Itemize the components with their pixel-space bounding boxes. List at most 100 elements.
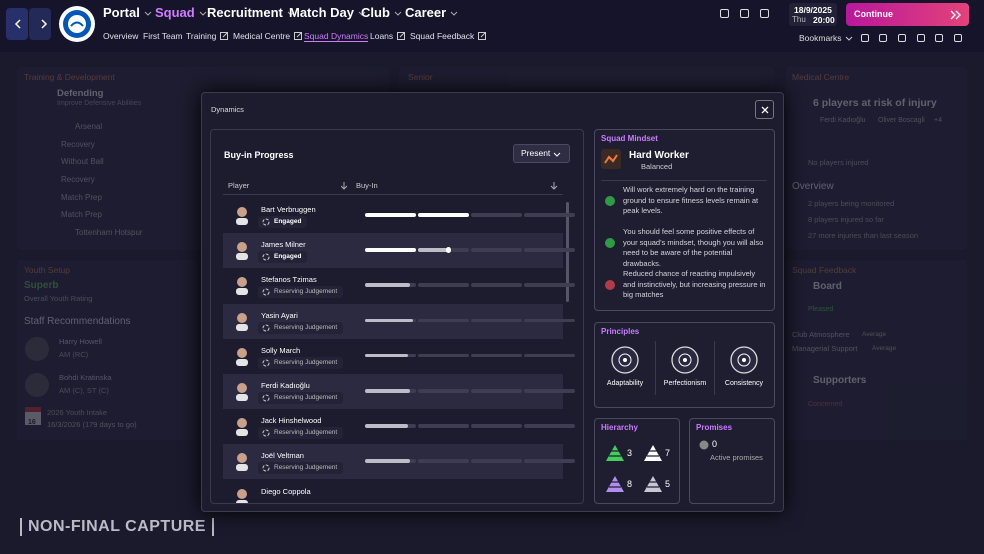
player-photo bbox=[236, 418, 248, 437]
buy-in-segment bbox=[471, 459, 522, 463]
buy-in-segment bbox=[524, 353, 575, 358]
header-rule bbox=[223, 194, 563, 195]
quick-icon[interactable] bbox=[898, 34, 906, 42]
status-icon bbox=[262, 464, 270, 472]
buy-in-fill bbox=[365, 353, 408, 358]
section-title: Overview bbox=[792, 181, 834, 192]
player-name: James Milner bbox=[261, 240, 306, 250]
nav-item[interactable]: Club bbox=[361, 5, 390, 20]
feedback-status: Average bbox=[862, 331, 887, 338]
nav-item[interactable]: Portal bbox=[103, 5, 140, 20]
quick-icon[interactable] bbox=[861, 34, 869, 42]
principle-icon bbox=[611, 346, 639, 374]
sub-nav-item[interactable]: First Team bbox=[143, 31, 183, 41]
bookmarks[interactable]: Bookmarks bbox=[799, 33, 842, 43]
buy-in-bar bbox=[365, 213, 575, 217]
external-icon bbox=[397, 32, 405, 40]
player-row[interactable]: Jack Hinshelwood Reserving Judgement bbox=[223, 409, 575, 444]
hierarchy-icon bbox=[606, 445, 624, 461]
buy-in-segment bbox=[524, 424, 575, 428]
buy-in-segment bbox=[524, 248, 575, 252]
promise-icon bbox=[699, 440, 709, 450]
intake-title: 2026 Youth Intake bbox=[47, 408, 108, 417]
feedback-label: Managerial Support bbox=[792, 344, 858, 353]
time: 20:00 bbox=[813, 15, 835, 25]
buy-in-segment bbox=[471, 353, 522, 358]
principles-panel: Principles Adaptability Perfectionism Consi… bbox=[594, 322, 775, 408]
continue-button[interactable]: Continue bbox=[846, 3, 969, 26]
status-pill: Engaged bbox=[258, 251, 308, 264]
player-row[interactable]: Diego Coppola bbox=[223, 480, 563, 503]
schedule-item: Match Prep bbox=[61, 210, 102, 219]
staff-name: Bohdi Kratinska bbox=[59, 373, 112, 382]
hierarchy-icon bbox=[644, 476, 662, 492]
player-row[interactable]: Ferdi Kadıoğlu Reserving Judgement bbox=[223, 374, 575, 409]
nav-item[interactable]: Recruitment bbox=[207, 5, 283, 20]
medical-stat: 8 players injured so far bbox=[808, 215, 884, 224]
buy-in-segment bbox=[418, 389, 469, 393]
section-title: Supporters bbox=[813, 375, 867, 386]
sub-nav-item[interactable]: Loans bbox=[370, 31, 394, 41]
column-header: Player bbox=[228, 181, 250, 190]
forward-button[interactable] bbox=[29, 8, 51, 40]
buy-in-bar bbox=[365, 424, 575, 428]
buy-in-segment bbox=[471, 213, 522, 217]
toolbar-icon[interactable] bbox=[720, 9, 729, 18]
buy-in-fill bbox=[365, 213, 416, 217]
risk-player: Oliver Boscagli bbox=[878, 117, 925, 124]
quick-icon[interactable] bbox=[917, 34, 925, 42]
close-button[interactable] bbox=[755, 100, 774, 119]
nav-chevron bbox=[199, 11, 207, 16]
player-name: Stefanos Tzimas bbox=[261, 275, 317, 285]
buy-in-segment bbox=[524, 459, 575, 463]
buy-in-segment bbox=[471, 248, 522, 252]
status-icon bbox=[262, 429, 270, 437]
youth-rating-label: Overall Youth Rating bbox=[24, 294, 93, 303]
sub-nav-item[interactable]: Squad Feedback bbox=[410, 31, 475, 41]
section-title: Board bbox=[813, 281, 842, 292]
principle-label: Consistency bbox=[724, 380, 764, 387]
toolbar-icon[interactable] bbox=[760, 9, 769, 18]
toolbar-icon[interactable] bbox=[740, 9, 749, 18]
calendar-icon bbox=[25, 407, 41, 425]
status-pill: Reserving Judgement bbox=[258, 462, 344, 475]
buy-in-segment bbox=[418, 318, 469, 323]
external-icon bbox=[478, 32, 486, 40]
quick-icon[interactable] bbox=[935, 34, 943, 42]
status: Engaged bbox=[274, 253, 302, 261]
sub-nav-item[interactable]: Training bbox=[186, 31, 217, 41]
player-row[interactable]: Bart Verbruggen Engaged bbox=[223, 198, 575, 233]
watermark: NON-FINAL CAPTURE bbox=[20, 518, 214, 536]
mindset-point: Will work extremely hard on the training… bbox=[623, 185, 759, 215]
nav-item[interactable]: Match Day bbox=[289, 5, 355, 20]
player-photo bbox=[236, 242, 248, 261]
sub-nav-item[interactable]: Medical Centre bbox=[233, 31, 291, 41]
staff-name: Harry Howell bbox=[59, 337, 102, 346]
status: Reserving Judgement bbox=[274, 429, 338, 437]
player-name: Yasin Ayari bbox=[261, 310, 298, 320]
filter-dropdown[interactable]: Present bbox=[513, 144, 570, 163]
player-name: Ferdi Kadıoğlu bbox=[261, 381, 310, 390]
player-row[interactable]: Joël Veltman Reserving Judgement bbox=[223, 444, 575, 480]
staff-position: AM (RC) bbox=[59, 350, 89, 359]
player-row[interactable]: Solly March Reserving Judgement bbox=[223, 339, 575, 374]
external-icon bbox=[294, 32, 302, 40]
principle-icon bbox=[671, 346, 699, 374]
injured-text: No players injured bbox=[808, 158, 869, 167]
sub-nav-item[interactable]: Squad Dynamics bbox=[304, 31, 369, 42]
panel-title: Promises bbox=[696, 423, 733, 432]
quick-icon[interactable] bbox=[879, 34, 887, 42]
buy-in-bar bbox=[365, 247, 575, 253]
date: 18/9/2025 bbox=[794, 5, 832, 15]
calendar-day: 16 bbox=[28, 419, 36, 426]
quick-icon[interactable] bbox=[954, 34, 962, 42]
player-row[interactable]: Yasin Ayari Reserving Judgement bbox=[223, 303, 575, 339]
sub-nav-item[interactable]: Overview bbox=[103, 31, 139, 41]
player-row[interactable]: James Milner Engaged bbox=[223, 233, 575, 269]
nav-item[interactable]: Career bbox=[405, 5, 447, 20]
schedule-item: Match Prep bbox=[61, 193, 102, 202]
buy-in-fill bbox=[365, 389, 411, 393]
player-row[interactable]: Stefanos Tzimas Reserving Judgement bbox=[223, 268, 575, 303]
nav-item[interactable]: Squad bbox=[155, 5, 195, 20]
schedule-item: Without Ball bbox=[61, 157, 104, 166]
